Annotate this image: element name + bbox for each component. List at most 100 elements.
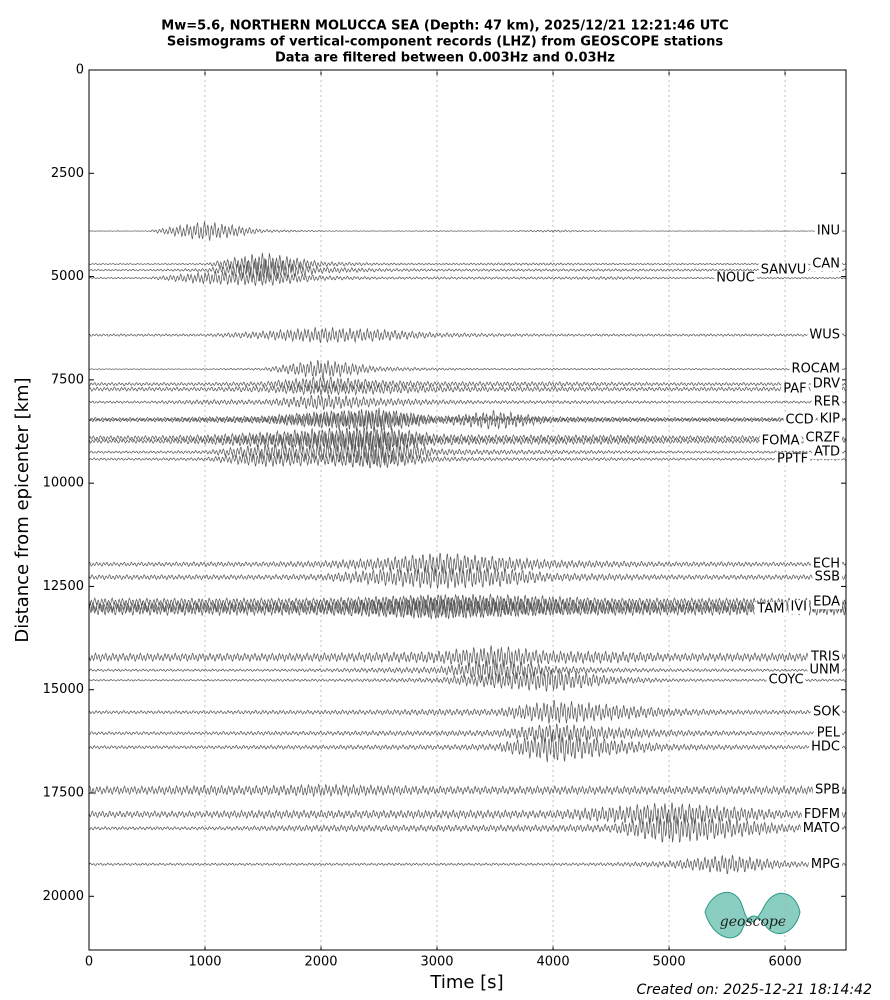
seismogram-trace bbox=[88, 564, 847, 589]
label-background bbox=[803, 431, 842, 446]
seismogram-trace bbox=[88, 221, 847, 241]
seismogram-trace bbox=[88, 426, 847, 450]
label-background bbox=[807, 650, 842, 665]
station-label: UNM bbox=[810, 663, 840, 678]
station-label: CAN bbox=[812, 257, 840, 272]
logo-text: geoscope bbox=[720, 914, 786, 930]
chart-title: Seismograms of vertical-component record… bbox=[167, 35, 723, 50]
label-background bbox=[809, 740, 842, 755]
y-tick-label: 17500 bbox=[43, 786, 84, 801]
label-background bbox=[758, 263, 809, 278]
station-label: EDA bbox=[813, 595, 840, 610]
logo-shape bbox=[704, 891, 801, 939]
label-background bbox=[783, 413, 816, 428]
label-background bbox=[810, 377, 842, 392]
label-background bbox=[754, 602, 787, 617]
seismogram-trace bbox=[88, 802, 847, 827]
station-label: HDC bbox=[811, 740, 840, 755]
station-label-group: MPG bbox=[808, 857, 842, 872]
label-background bbox=[807, 663, 842, 678]
station-label: PPTF bbox=[777, 452, 808, 467]
station-label: PEL bbox=[817, 726, 841, 741]
station-label: DRV bbox=[813, 377, 840, 392]
label-background bbox=[781, 382, 809, 397]
station-label-group: CRZF bbox=[803, 431, 842, 446]
station-label: SPB bbox=[815, 783, 840, 798]
x-tick-label: 3000 bbox=[420, 955, 453, 970]
x-tick-label: 0 bbox=[85, 955, 93, 970]
seismogram-trace bbox=[88, 723, 847, 743]
label-background bbox=[788, 600, 810, 615]
station-label-group: EDA bbox=[811, 595, 842, 610]
station-label: CRZF bbox=[806, 431, 841, 446]
label-background bbox=[808, 857, 842, 872]
station-label: SSB bbox=[815, 570, 840, 585]
station-label-group: SANVU bbox=[758, 263, 809, 278]
station-label-group: ROCAM bbox=[789, 362, 842, 377]
station-label-group: CCD bbox=[783, 413, 816, 428]
label-background bbox=[810, 257, 842, 272]
label-background bbox=[801, 807, 842, 822]
chart-title: Mw=5.6, NORTHERN MOLUCCA SEA (Depth: 47 … bbox=[161, 19, 728, 34]
label-background bbox=[810, 557, 842, 572]
station-label: ECH bbox=[813, 557, 840, 572]
chart-title: Data are filtered between 0.003Hz and 0.… bbox=[275, 51, 615, 66]
label-background bbox=[811, 595, 842, 610]
seismogram-trace bbox=[88, 659, 847, 682]
y-tick-label: 0 bbox=[76, 63, 84, 78]
station-label: CCD bbox=[785, 413, 813, 428]
station-label-group: SSB bbox=[812, 570, 842, 585]
seismogram-trace bbox=[88, 407, 847, 432]
station-label: SANVU bbox=[761, 263, 807, 278]
seismogram-trace bbox=[88, 645, 847, 670]
label-background bbox=[800, 821, 842, 836]
label-background bbox=[759, 434, 802, 449]
station-label: WUS bbox=[809, 328, 840, 343]
station-label-group: CAN bbox=[810, 257, 842, 272]
station-label: MATO bbox=[803, 821, 840, 836]
station-label: SOK bbox=[813, 705, 840, 720]
y-tick-label: 5000 bbox=[51, 269, 84, 284]
station-label-group: PPTF bbox=[775, 452, 811, 467]
x-tick-label: 6000 bbox=[769, 955, 802, 970]
y-tick-label: 20000 bbox=[43, 889, 84, 904]
station-label-group: TRIS bbox=[807, 650, 842, 665]
station-label-group: FDFM bbox=[801, 807, 842, 822]
seismogram-trace bbox=[88, 393, 847, 410]
seismogram-trace bbox=[88, 599, 847, 620]
plot-frame bbox=[88, 69, 847, 951]
station-label-group: INU bbox=[814, 224, 842, 239]
label-background bbox=[807, 328, 842, 343]
label-background bbox=[810, 705, 842, 720]
station-label-group: SPB bbox=[812, 783, 842, 798]
label-background bbox=[812, 445, 842, 460]
station-label-group: ATD bbox=[812, 445, 842, 460]
seismogram-trace bbox=[88, 669, 847, 692]
label-background bbox=[789, 362, 842, 377]
seismogram-trace bbox=[88, 327, 847, 344]
x-tick-label: 5000 bbox=[653, 955, 686, 970]
station-label: INU bbox=[817, 224, 840, 239]
traces bbox=[88, 221, 847, 874]
station-label-group: ECH bbox=[810, 557, 842, 572]
label-background bbox=[812, 783, 842, 798]
seismogram-trace bbox=[88, 252, 847, 276]
label-background bbox=[813, 726, 842, 741]
label-background bbox=[811, 395, 842, 410]
label-background bbox=[817, 412, 842, 427]
seismogram-trace bbox=[88, 854, 847, 874]
station-label-group: MATO bbox=[800, 821, 842, 836]
station-label: ROCAM bbox=[792, 362, 840, 377]
station-label-group: NOUC bbox=[714, 271, 757, 286]
station-label-group: PAF bbox=[781, 382, 809, 397]
seismogram-trace bbox=[88, 731, 847, 763]
station-label: MPG bbox=[811, 857, 840, 872]
seismogram-trace bbox=[88, 449, 847, 469]
station-label-group: RER bbox=[811, 395, 842, 410]
seismogram-trace bbox=[88, 382, 847, 396]
station-label: KIP bbox=[820, 412, 840, 427]
station-label-group: UNM bbox=[807, 663, 842, 678]
x-axis-label: Time [s] bbox=[429, 972, 503, 993]
y-tick-label: 12500 bbox=[43, 579, 84, 594]
